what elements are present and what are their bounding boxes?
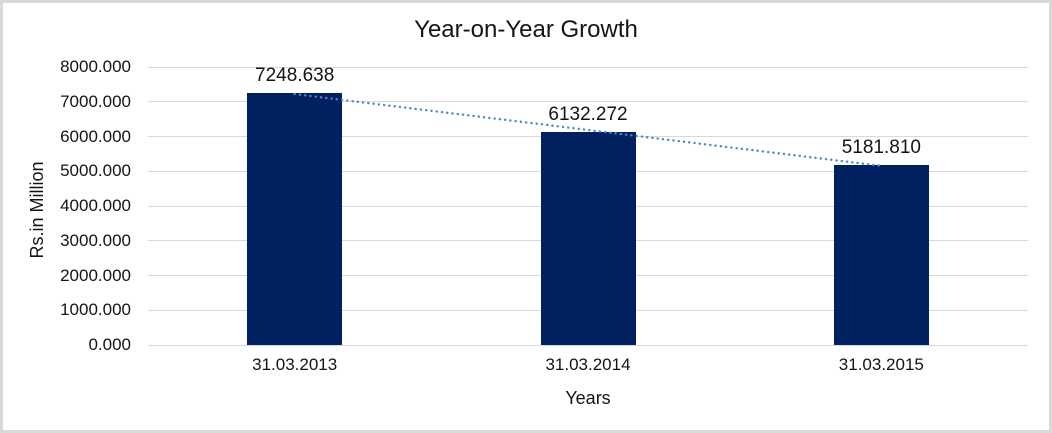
x-tick-label: 31.03.2013 (252, 355, 338, 374)
y-tick-label: 8000.000 (60, 57, 131, 76)
trendline[interactable] (148, 67, 1028, 345)
gridline (148, 101, 1028, 103)
y-tick-label: 4000.000 (60, 196, 131, 215)
y-tick-label: 7000.000 (60, 91, 131, 111)
bar-data-label: 5181.810 (841, 136, 921, 158)
y-tick-label: 3000.000 (60, 230, 131, 250)
bar[interactable] (833, 164, 929, 345)
plot-area[interactable]: 7248.638 6132.272 5181.810 (148, 65, 1028, 346)
bar-data-label: 6132.272 (548, 103, 628, 125)
y-tick-label: 1000.000 (60, 300, 131, 320)
bar-data-label: 7248.638 (255, 65, 335, 87)
bar[interactable] (540, 131, 636, 345)
y-tick-label: 0.000 (88, 335, 131, 354)
bar[interactable] (247, 93, 343, 345)
x-axis-title[interactable]: Years (565, 388, 611, 408)
y-tick-label: 5000.000 (60, 161, 131, 181)
x-tick-label: 31.03.2015 (838, 355, 924, 374)
y-tick-label: 6000.000 (60, 126, 131, 146)
gridline (148, 66, 1028, 68)
gridline (148, 344, 1028, 346)
chart-title[interactable]: Year-on-Year Growth (414, 16, 638, 43)
y-tick-label: 2000.000 (60, 265, 131, 285)
x-tick-label: 31.03.2014 (545, 355, 631, 374)
